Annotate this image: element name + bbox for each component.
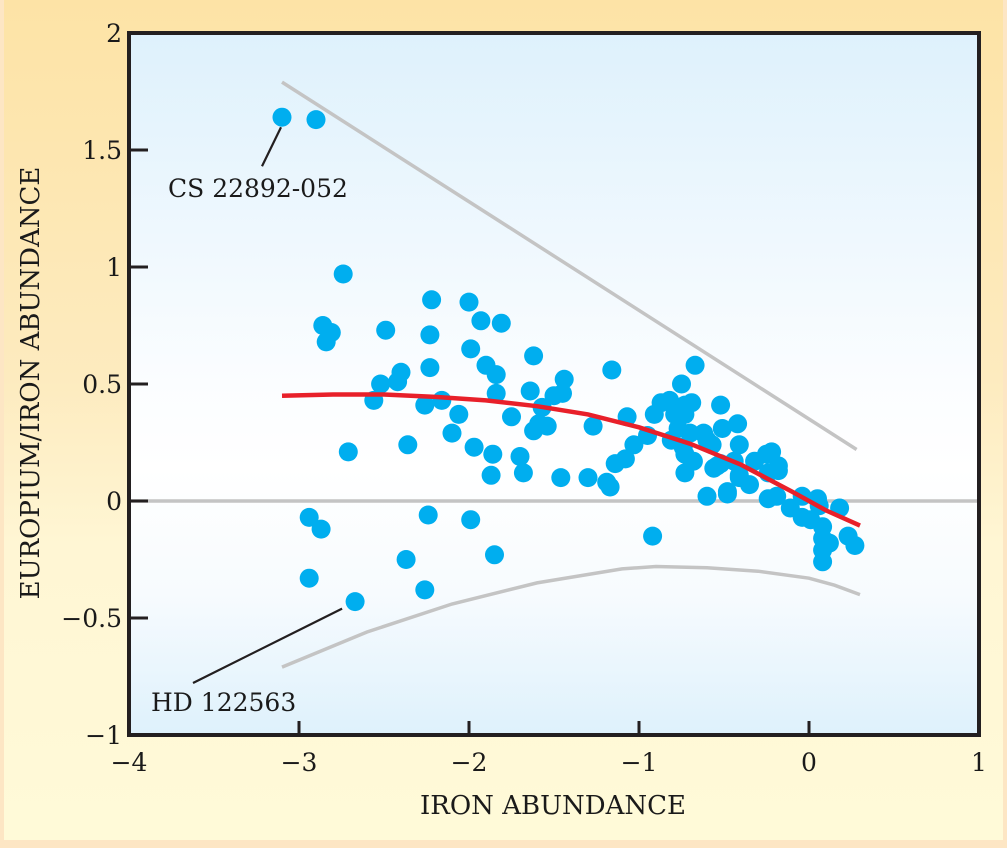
points-layer [272,107,865,612]
upper-envelope-line [281,80,858,451]
data-point [481,465,501,485]
data-point [449,404,469,424]
data-point [299,507,319,527]
data-point [729,435,749,455]
ticks-layer: −4 −3 −2 −1 0 1 −1 −0.5 0 0.5 1 1.5 2 [61,19,987,777]
data-point [583,416,603,436]
y-tick-label: 2 [106,19,122,48]
data-point [420,358,440,378]
data-point [717,484,737,504]
x-tick-label: −3 [281,748,318,777]
data-point [415,395,435,415]
data-point [502,407,521,427]
data-point [396,550,416,569]
lower-envelope-line [281,564,861,669]
data-point [544,386,564,406]
data-point [524,346,544,366]
data-point [675,463,695,483]
data-point [707,456,727,476]
data-point [578,468,598,488]
data-point [461,339,481,359]
x-tick-label: −4 [111,748,148,777]
data-point [483,444,503,464]
data-point [371,374,391,394]
data-point [600,477,620,497]
data-point [345,592,365,612]
x-tick-label: 0 [801,748,817,777]
y-tick-label: 1.5 [82,136,122,165]
y-tick-label: 0 [106,487,122,516]
data-point [520,381,540,401]
data-point [299,568,319,588]
data-point [697,430,717,450]
data-point [554,369,574,389]
data-point [845,536,865,555]
data-point [813,552,833,572]
data-point [685,355,705,375]
data-point [316,332,336,352]
data-point [306,110,326,130]
data-point [398,435,418,455]
data-point [464,437,484,457]
annotations-layer: CS 22892-052 HD 122563 [151,126,348,717]
annotation-leader-hd122563 [192,607,343,684]
data-point [682,393,702,413]
data-point [471,311,491,331]
data-point [697,486,717,506]
data-point [442,423,462,443]
data-point [338,442,358,462]
x-axis-title: IRON ABUNDANCE [420,791,686,821]
data-point [333,264,353,284]
trend-line [281,392,861,528]
data-point [768,461,788,481]
data-point [388,372,408,392]
data-point [711,395,731,415]
annotation-hd122563-label: HD 122563 [151,688,296,717]
data-point [712,419,732,438]
data-point [767,486,787,506]
data-point [624,435,644,455]
y-tick-label: 0.5 [82,370,122,399]
data-point [420,325,440,345]
data-point [602,360,622,380]
data-point [672,374,691,394]
x-tick-label: −1 [621,748,658,777]
data-point [510,447,530,466]
y-tick-label: −0.5 [61,604,122,633]
data-point [415,580,435,600]
data-point [529,414,549,434]
y-tick-label: 1 [106,253,122,282]
data-point [728,414,748,434]
data-point [680,423,700,443]
data-point [422,290,442,310]
data-point [491,313,511,333]
data-point [432,390,452,410]
x-tick-label: 1 [971,748,987,777]
data-point [272,107,292,127]
data-point [459,292,479,312]
y-tick-label: −1 [85,721,122,750]
annotation-leader-cs22892 [261,126,282,167]
data-point [513,463,533,483]
data-point [461,510,481,530]
data-point [376,320,396,340]
y-axis-title: EUROPIUM/IRON ABUNDANCE [16,167,46,600]
data-point [740,475,759,495]
data-point [485,545,504,565]
plot-area [129,33,979,735]
data-point [551,468,571,488]
annotation-cs22892-label: CS 22892-052 [168,174,348,203]
data-point [418,505,438,525]
x-tick-label: −2 [451,748,488,777]
data-point [311,519,331,539]
data-point [605,454,625,474]
data-point [643,526,663,546]
data-point [486,383,506,403]
data-point [486,365,506,385]
